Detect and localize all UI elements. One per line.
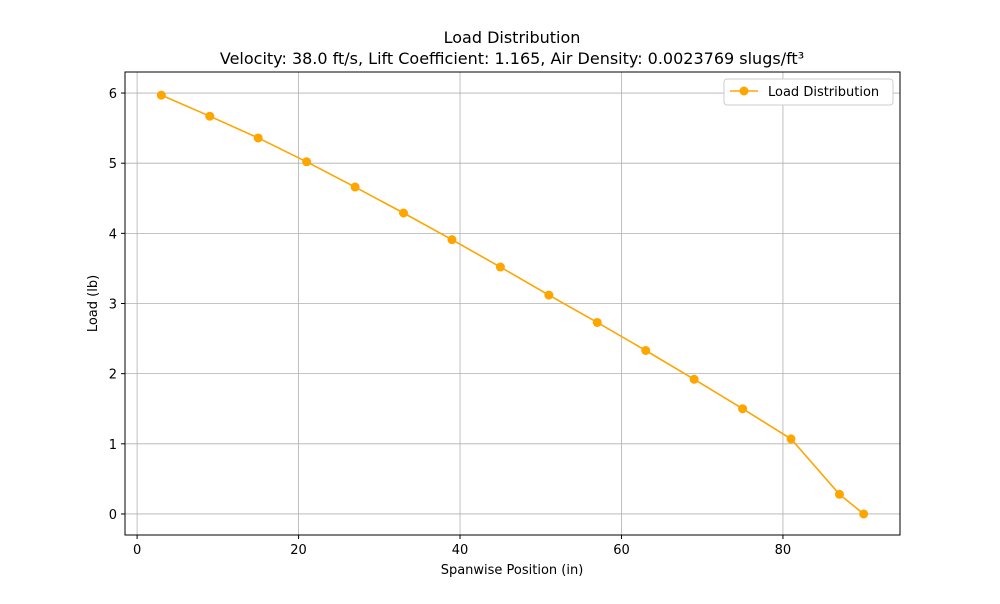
chart-subtitle: Velocity: 38.0 ft/s, Lift Coefficient: 1… [220,49,804,68]
x-tick-label: 40 [452,543,469,558]
y-tick-label: 1 [109,438,117,453]
y-tick-label: 3 [109,298,117,313]
data-point [592,317,602,327]
data-point [205,111,215,121]
legend-box [723,78,894,106]
legend: Load Distribution [723,78,894,106]
x-tick-label: 0 [133,543,141,558]
data-point [253,133,263,143]
data-point [834,489,844,499]
grid-lines [125,72,900,535]
x-tick-label: 60 [613,543,630,558]
data-point [350,182,360,192]
x-tick-label: 20 [290,543,307,558]
axis-ticks: 0 20 40 60 80 0 1 2 3 4 5 6 [109,87,791,558]
data-point [544,290,554,300]
y-tick-label: 0 [109,508,117,523]
data-point [302,157,312,167]
data-point [738,404,748,414]
data-point [495,262,505,272]
y-tick-label: 4 [109,227,117,242]
y-axis-label: Load (lb) [86,275,101,332]
data-point [859,509,869,519]
data-point [156,90,166,100]
y-tick-label: 2 [109,368,117,383]
chart-title: Load Distribution [444,28,581,47]
y-tick-label: 5 [109,157,117,172]
series-layer [156,90,869,519]
legend-point-marker [739,86,749,96]
y-tick-label: 6 [109,87,117,102]
legend-label: Load Distribution [768,85,879,100]
data-point [786,434,796,444]
data-point [641,346,651,356]
series-line [161,94,865,515]
x-tick-label: 80 [775,543,792,558]
data-point [689,374,699,384]
data-point [399,208,409,218]
data-point [447,235,457,245]
x-axis-label: Spanwise Position (in) [441,563,584,578]
